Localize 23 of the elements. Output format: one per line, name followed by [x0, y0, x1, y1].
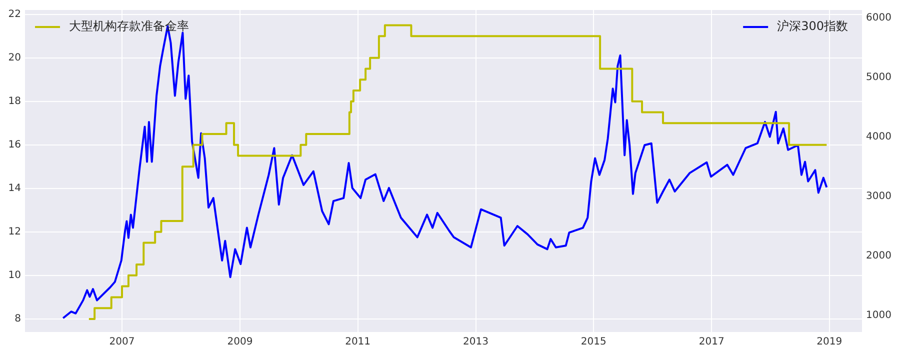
x-tick-label: 2013	[463, 336, 489, 348]
y-tick-label: 12	[8, 226, 21, 238]
y2-tick-label: 4000	[866, 131, 892, 142]
x-tick-label: 2011	[345, 336, 371, 348]
x-tick-label: 2017	[698, 336, 724, 348]
x-tick-label: 2015	[580, 336, 606, 348]
x-tick-label: 2007	[109, 336, 135, 348]
legend-label: 大型机构存款准备金率	[69, 19, 189, 34]
x-tick-label: 2009	[227, 336, 253, 348]
y2-tick-label: 5000	[866, 72, 892, 83]
x-tick-label: 2019	[816, 336, 842, 348]
y-tick-label: 10	[8, 270, 21, 282]
y2-tick-label: 2000	[866, 250, 892, 262]
legend-label: 沪深300指数	[777, 19, 848, 34]
y-tick-label: 18	[8, 96, 21, 107]
y-tick-label: 20	[8, 52, 21, 64]
y2-tick-label: 6000	[866, 12, 892, 24]
y-tick-label: 8	[14, 314, 21, 325]
y2-tick-label: 3000	[866, 190, 892, 202]
y-tick-label: 22	[8, 8, 21, 20]
y-tick-label: 14	[8, 183, 21, 194]
y2-tick-label: 1000	[866, 310, 892, 321]
y-tick-label: 16	[8, 139, 21, 150]
